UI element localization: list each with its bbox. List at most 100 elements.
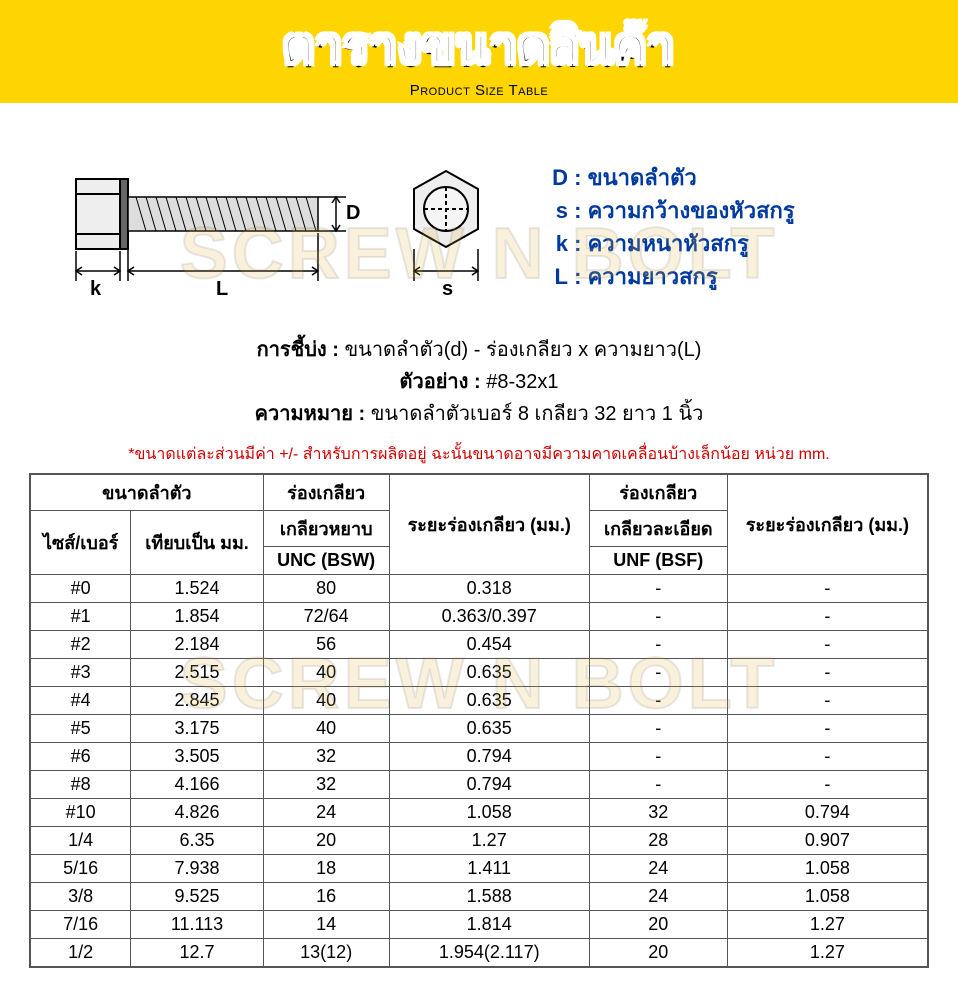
table-cell: 20 [263,827,389,855]
table-cell: - [727,771,928,799]
table-cell: 1.524 [131,575,263,603]
table-cell: 3.505 [131,743,263,771]
table-row: 3/89.525161.588241.058 [30,883,928,911]
table-cell: - [589,659,727,687]
table-cell: 1/2 [30,939,131,968]
th-size-mm: เทียบเป็น มม. [131,511,263,575]
table-cell: 4.166 [131,771,263,799]
table-row: #11.85472/640.363/0.397-- [30,603,928,631]
notation-block: การชี้บ่ง : ขนาดลำตัว(d) - ร่องเกลียว x … [0,332,958,440]
th-size-no: ไซส์/เบอร์ [30,511,131,575]
table-cell: 1.27 [727,939,928,968]
table-cell: #2 [30,631,131,659]
table-cell: 0.454 [389,631,589,659]
th-pitch-coarse: ระยะร่องเกลียว (มม.) [389,474,589,575]
table-cell: 28 [589,827,727,855]
table-cell: 20 [589,911,727,939]
table-cell: 56 [263,631,389,659]
table-cell: #5 [30,715,131,743]
table-cell: 24 [263,799,389,827]
table-body: #01.524800.318--#11.85472/640.363/0.397-… [30,575,928,968]
table-row: #32.515400.635-- [30,659,928,687]
table-cell: - [727,575,928,603]
table-cell: 1.27 [727,911,928,939]
legend-item: D : ขนาดลำตัว [546,161,795,194]
table-cell: 40 [263,659,389,687]
table-cell: 24 [589,855,727,883]
table-cell: - [727,631,928,659]
table-cell: - [589,743,727,771]
table-cell: 40 [263,687,389,715]
table-cell: 1.854 [131,603,263,631]
table-cell: - [727,715,928,743]
diagram-label-d: D [346,202,360,224]
diagram-area: SCREW N BOLT [0,103,958,332]
table-cell: - [589,715,727,743]
diagram-label-s: s [442,278,453,300]
table-cell: #8 [30,771,131,799]
table-row: 1/212.713(12)1.954(2.117)201.27 [30,939,928,968]
table-cell: 9.525 [131,883,263,911]
legend-item: k : ความหนาหัวสกรู [546,227,795,260]
table-cell: 1/4 [30,827,131,855]
diagram-label-l: L [216,278,228,300]
table-row: 1/46.35201.27280.907 [30,827,928,855]
table-cell: 0.794 [389,771,589,799]
table-cell: 1.954(2.117) [389,939,589,968]
table-cell: 0.907 [727,827,928,855]
table-row: #42.845400.635-- [30,687,928,715]
table-row: #84.166320.794-- [30,771,928,799]
table-cell: - [727,743,928,771]
diagram-label-k: k [90,278,102,300]
table-cell: 40 [263,715,389,743]
table-cell: - [589,631,727,659]
table-cell: #4 [30,687,131,715]
table-row: 5/167.938181.411241.058 [30,855,928,883]
page-title-en: Product Size Table [0,82,958,99]
table-cell: 18 [263,855,389,883]
table-cell: #6 [30,743,131,771]
table-cell: - [589,575,727,603]
table-cell: 80 [263,575,389,603]
table-cell: 24 [589,883,727,911]
table-row: #53.175400.635-- [30,715,928,743]
th-thread-coarse-3: UNC (BSW) [263,547,389,575]
table-row: 7/1611.113141.814201.27 [30,911,928,939]
table-cell: 0.794 [389,743,589,771]
table-cell: 0.794 [727,799,928,827]
table-row: #63.505320.794-- [30,743,928,771]
table-cell: 11.113 [131,911,263,939]
th-thread-fine-3: UNF (BSF) [589,547,727,575]
table-cell: #1 [30,603,131,631]
table-cell: 0.318 [389,575,589,603]
table-cell: 32 [263,771,389,799]
table-cell: #10 [30,799,131,827]
table-cell: 6.35 [131,827,263,855]
table-row: #104.826241.058320.794 [30,799,928,827]
notation-ex-text: #8-32x1 [486,371,558,393]
table-cell: - [589,687,727,715]
tolerance-note: *ขนาดแต่ละส่วนมีค่า +/- สำหรับการผลิตอยู… [0,440,958,473]
table-cell: 0.635 [389,659,589,687]
table-cell: 0.635 [389,715,589,743]
th-thread-coarse-1: ร่องเกลียว [263,474,389,511]
notation-ex-label: ตัวอย่าง : [399,371,480,393]
table-cell: 3.175 [131,715,263,743]
notation-meaning-label: ความหมาย : [255,403,366,425]
table-cell: 0.635 [389,687,589,715]
table-cell: 1.814 [389,911,589,939]
table-cell: 13(12) [263,939,389,968]
table-cell: 7.938 [131,855,263,883]
table-cell: 4.826 [131,799,263,827]
table-cell: #3 [30,659,131,687]
table-cell: 14 [263,911,389,939]
legend-item: s : ความกว้างของหัวสกรู [546,194,795,227]
table-cell: - [727,659,928,687]
table-cell: - [727,603,928,631]
table-cell: - [589,771,727,799]
legend: D : ขนาดลำตัว s : ความกว้างของหัวสกรู k … [546,161,795,293]
th-thread-fine-2: เกลียวละเอียด [589,511,727,547]
table-cell: #0 [30,575,131,603]
table-cell: 32 [263,743,389,771]
table-cell: 7/16 [30,911,131,939]
